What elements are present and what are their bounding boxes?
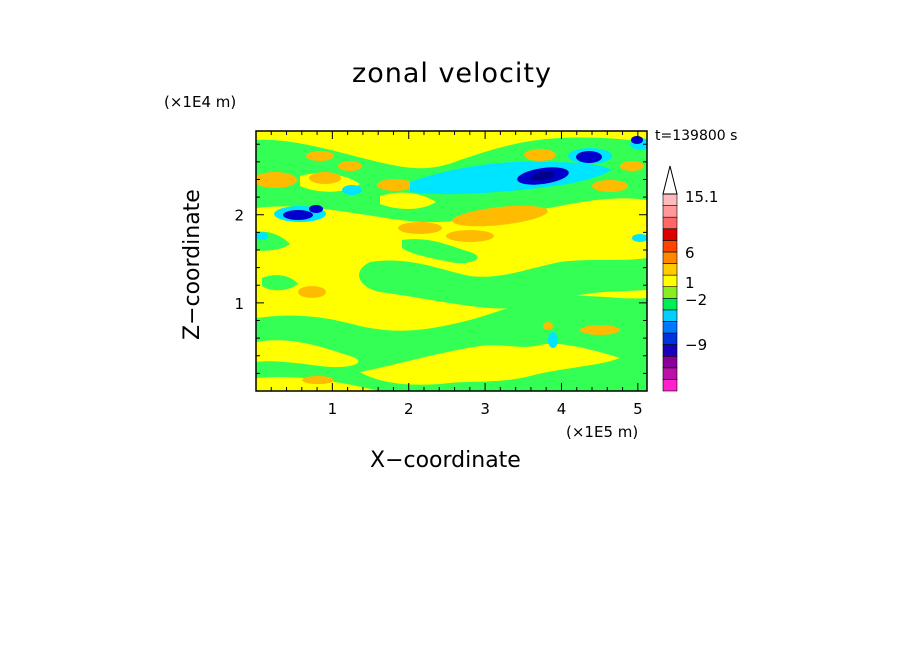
colorbar-label: 6 — [685, 244, 695, 262]
contour-cyan-patch — [632, 234, 647, 242]
contour-blue-core — [309, 205, 323, 213]
x-axis: 1 2 3 4 5 — [270, 131, 643, 418]
colorbar-label: 15.1 — [685, 188, 718, 206]
contour-navy-core — [531, 171, 555, 181]
colorbar-band — [662, 216, 678, 230]
y-tick-label: 2 — [234, 207, 244, 225]
x-tick-label: 5 — [633, 400, 643, 418]
contour-orange-patch — [309, 172, 341, 184]
colorbar-band — [662, 193, 678, 206]
colorbar-band — [662, 379, 678, 392]
contour-green-middle-b — [402, 239, 478, 264]
y-tick-label: 1 — [234, 295, 244, 313]
contour-yellow-upper-island-b — [380, 192, 436, 209]
colorbar-extension-arrow — [662, 165, 678, 195]
colorbar-band — [662, 286, 678, 299]
x-tick-label: 3 — [480, 400, 490, 418]
contour-orange-patch — [256, 172, 297, 188]
colorbar-band — [662, 344, 678, 357]
contour-orange-patch — [377, 179, 413, 191]
contour-orange-patch — [452, 205, 548, 227]
colorbar-band — [662, 297, 678, 311]
x-tick-label: 1 — [328, 400, 338, 418]
colorbar-band — [662, 263, 678, 276]
x-tick-label: 4 — [557, 400, 567, 418]
colorbar-label: −9 — [685, 336, 707, 354]
contour-orange-patch — [580, 325, 620, 335]
x-tick-label: 2 — [404, 400, 414, 418]
contour-orange-patch — [306, 151, 334, 161]
colorbar-band — [662, 332, 678, 345]
contour-orange-patch — [543, 322, 553, 330]
colorbar-band — [662, 228, 678, 241]
contour-cyan-patch — [548, 332, 558, 348]
contour-orange-patch — [592, 180, 628, 192]
plot-frame — [255, 130, 648, 392]
contour-orange-patch — [446, 230, 494, 242]
contour-field — [256, 131, 647, 391]
colorbar-label: −2 — [685, 291, 707, 309]
colorbar-band — [662, 240, 678, 253]
contour-blue-core — [576, 151, 602, 163]
y-axis: 12 — [234, 143, 647, 374]
colorbar-band — [662, 205, 678, 218]
colorbar-band — [662, 309, 678, 322]
contour-green-middle — [359, 258, 647, 309]
colorbar-band — [662, 274, 678, 288]
contour-orange-patch — [298, 286, 326, 298]
y-axis-multiplier: (×1E4 m) — [164, 93, 237, 111]
contour-orange-patch — [302, 376, 334, 384]
contour-orange-patch — [398, 222, 442, 234]
colorbar-band — [662, 355, 678, 369]
contour-yellow-lower-a — [256, 340, 359, 368]
contour-yellow-lower-b — [360, 343, 620, 385]
colorbar: 15.1 6 1−2 −9 — [662, 165, 718, 392]
contour-green-left-patch-b — [262, 275, 298, 291]
contour-cyan-patch — [342, 185, 362, 195]
chart-title: zonal velocity — [352, 58, 552, 89]
contour-blue-core — [631, 136, 643, 144]
colorbar-band — [662, 321, 678, 334]
contour-blue-core — [283, 210, 313, 220]
contour-orange-patch — [524, 149, 556, 161]
x-axis-label: X−coordinate — [370, 448, 521, 473]
contour-orange-patch — [338, 161, 362, 171]
contour-orange-patch — [620, 161, 644, 171]
colorbar-band — [662, 251, 678, 264]
contour-cyan-patch — [256, 232, 268, 240]
x-axis-multiplier: (×1E5 m) — [566, 423, 639, 441]
colorbar-label: 1 — [685, 274, 695, 292]
colorbar-band — [662, 367, 678, 380]
time-stamp-label: t=139800 s — [655, 128, 738, 144]
